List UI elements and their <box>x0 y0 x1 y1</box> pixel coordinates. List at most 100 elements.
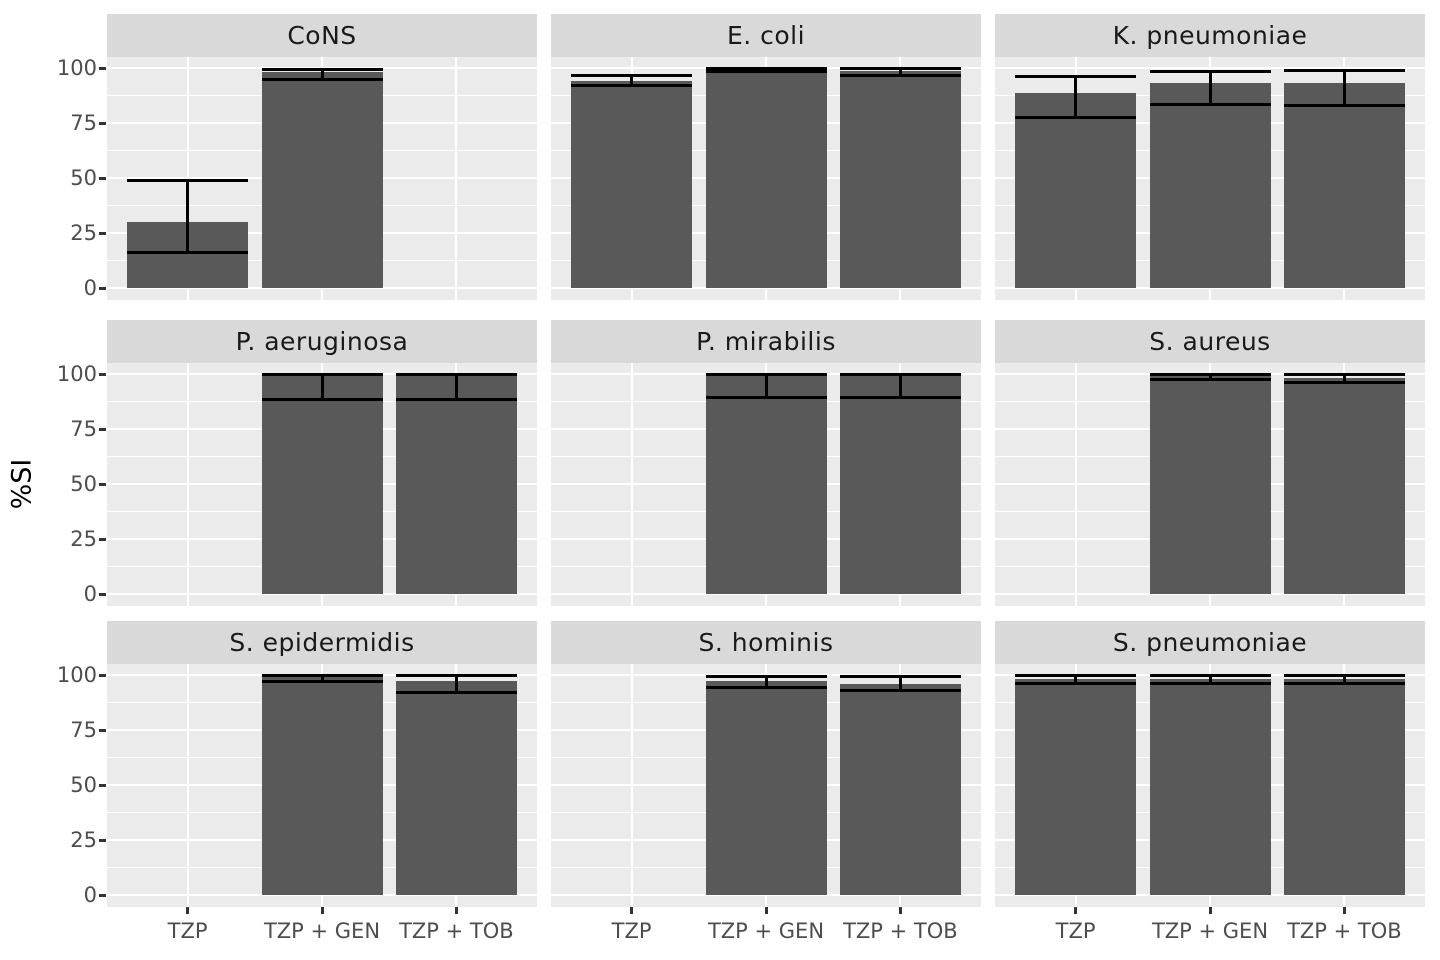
error-bar-cap-low <box>1149 102 1271 106</box>
error-bar-line <box>764 68 768 72</box>
gridline-major-v <box>630 664 633 907</box>
y-tick-mark <box>99 372 106 376</box>
y-tick-label: 50 <box>70 472 97 496</box>
y-tick-mark <box>99 231 106 235</box>
gridline-major-v <box>455 57 458 300</box>
panel-strip-e-coli: E. coli <box>551 14 981 57</box>
x-tick-mark <box>1342 907 1346 914</box>
bar-tzp-gen <box>705 680 827 895</box>
x-tick-label: TZP <box>1055 919 1096 943</box>
bar-tzp-tob <box>1283 378 1405 594</box>
gridline-major-v <box>186 664 189 907</box>
gridline-major-v <box>1074 363 1077 606</box>
error-bar-cap-high <box>261 67 383 71</box>
error-bar-cap-low <box>1015 681 1137 685</box>
error-bar-line <box>320 675 324 682</box>
error-bar-cap-low <box>1283 681 1405 685</box>
facet-panel <box>995 57 1425 300</box>
y-tick-label: 25 <box>70 527 97 551</box>
panel-strip-s-epidermidis: S. epidermidis <box>107 621 537 664</box>
y-tick-label: 100 <box>56 56 97 80</box>
x-tick-mark <box>1208 907 1212 914</box>
error-bar-cap-high <box>1149 69 1271 73</box>
error-bar-line <box>1208 374 1212 380</box>
facet-panel <box>995 664 1425 907</box>
gridline-major-v <box>186 363 189 606</box>
y-tick-mark <box>99 673 106 677</box>
error-bar-line <box>454 374 458 400</box>
x-tick-label: TZP + GEN <box>707 919 825 943</box>
bar-tzp-tob <box>1283 83 1405 288</box>
error-bar-line <box>764 374 768 398</box>
x-tick-label: TZP + GEN <box>263 919 381 943</box>
error-bar-cap-high <box>395 372 517 376</box>
error-bar-cap-high <box>1015 75 1137 79</box>
error-bar-line <box>898 374 902 398</box>
bar-tzp-gen <box>1149 679 1271 895</box>
y-tick-mark <box>99 286 106 290</box>
bar-tzp-tob <box>839 71 961 288</box>
panel-strip-cons: CoNS <box>107 14 537 57</box>
bar-tzp-gen <box>261 72 383 288</box>
bar-tzp-gen <box>705 69 827 288</box>
error-bar-cap-high <box>839 66 961 70</box>
bar-tzp-tob <box>839 374 961 594</box>
facet-panel <box>107 363 537 606</box>
x-tick-mark <box>630 907 634 914</box>
error-bar-cap-low <box>1149 377 1271 381</box>
error-bar-line <box>1342 374 1346 383</box>
bar-tzp-tob <box>1283 679 1405 895</box>
error-bar-cap-low <box>571 84 693 88</box>
bar-tzp <box>1015 679 1137 895</box>
error-bar-line <box>320 374 324 400</box>
error-bar-cap-low <box>395 397 517 401</box>
error-bar-line <box>1074 76 1078 118</box>
bar-tzp-gen <box>261 374 383 594</box>
error-bar-cap-low <box>261 77 383 81</box>
bar-tzp-tob <box>839 683 961 895</box>
error-bar-cap-low <box>1283 381 1405 385</box>
error-bar-cap-high <box>261 372 383 376</box>
bar-tzp-gen <box>1149 375 1271 594</box>
y-tick-label: 75 <box>70 718 97 742</box>
y-tick-label: 75 <box>70 417 97 441</box>
y-tick-mark <box>99 176 106 180</box>
error-bar-cap-high <box>395 673 517 677</box>
error-bar-cap-low <box>127 251 249 255</box>
x-tick-label: TZP + TOB <box>843 919 958 943</box>
gridline-major-v <box>186 57 189 300</box>
error-bar-cap-low <box>839 688 961 692</box>
bar-tzp <box>1015 93 1137 288</box>
facet-panel <box>551 363 981 606</box>
error-bar-line <box>898 68 902 76</box>
error-bar-line <box>1208 71 1212 105</box>
panel-strip-s-pneumoniae: S. pneumoniae <box>995 621 1425 664</box>
y-tick-label: 25 <box>70 828 97 852</box>
error-bar-line <box>1342 675 1346 684</box>
error-bar-cap-low <box>839 395 961 399</box>
x-tick-mark <box>320 907 324 914</box>
error-bar-cap-high <box>571 74 693 78</box>
error-bar-cap-low <box>1015 116 1137 119</box>
y-tick-mark <box>99 728 106 732</box>
error-bar-cap-high <box>705 372 827 376</box>
y-tick-mark <box>99 592 106 596</box>
error-bar-line <box>1342 70 1346 106</box>
x-tick-label: TZP <box>167 919 208 943</box>
y-tick-mark <box>99 427 106 431</box>
error-bar-line <box>454 675 458 693</box>
error-bar-line <box>1208 675 1212 684</box>
error-bar-cap-high <box>1283 673 1405 677</box>
y-tick-mark <box>99 121 106 125</box>
y-tick-mark <box>99 66 106 70</box>
error-bar-cap-high <box>705 66 827 70</box>
error-bar-cap-high <box>127 178 249 182</box>
error-bar-cap-low <box>1149 681 1271 685</box>
y-tick-mark <box>99 783 106 787</box>
facet-panel <box>995 363 1425 606</box>
bar-tzp-gen <box>705 374 827 594</box>
x-tick-mark <box>764 907 768 914</box>
facet-panel <box>107 664 537 907</box>
panel-strip-k-pneumoniae: K. pneumoniae <box>995 14 1425 57</box>
y-tick-label: 50 <box>70 166 97 190</box>
